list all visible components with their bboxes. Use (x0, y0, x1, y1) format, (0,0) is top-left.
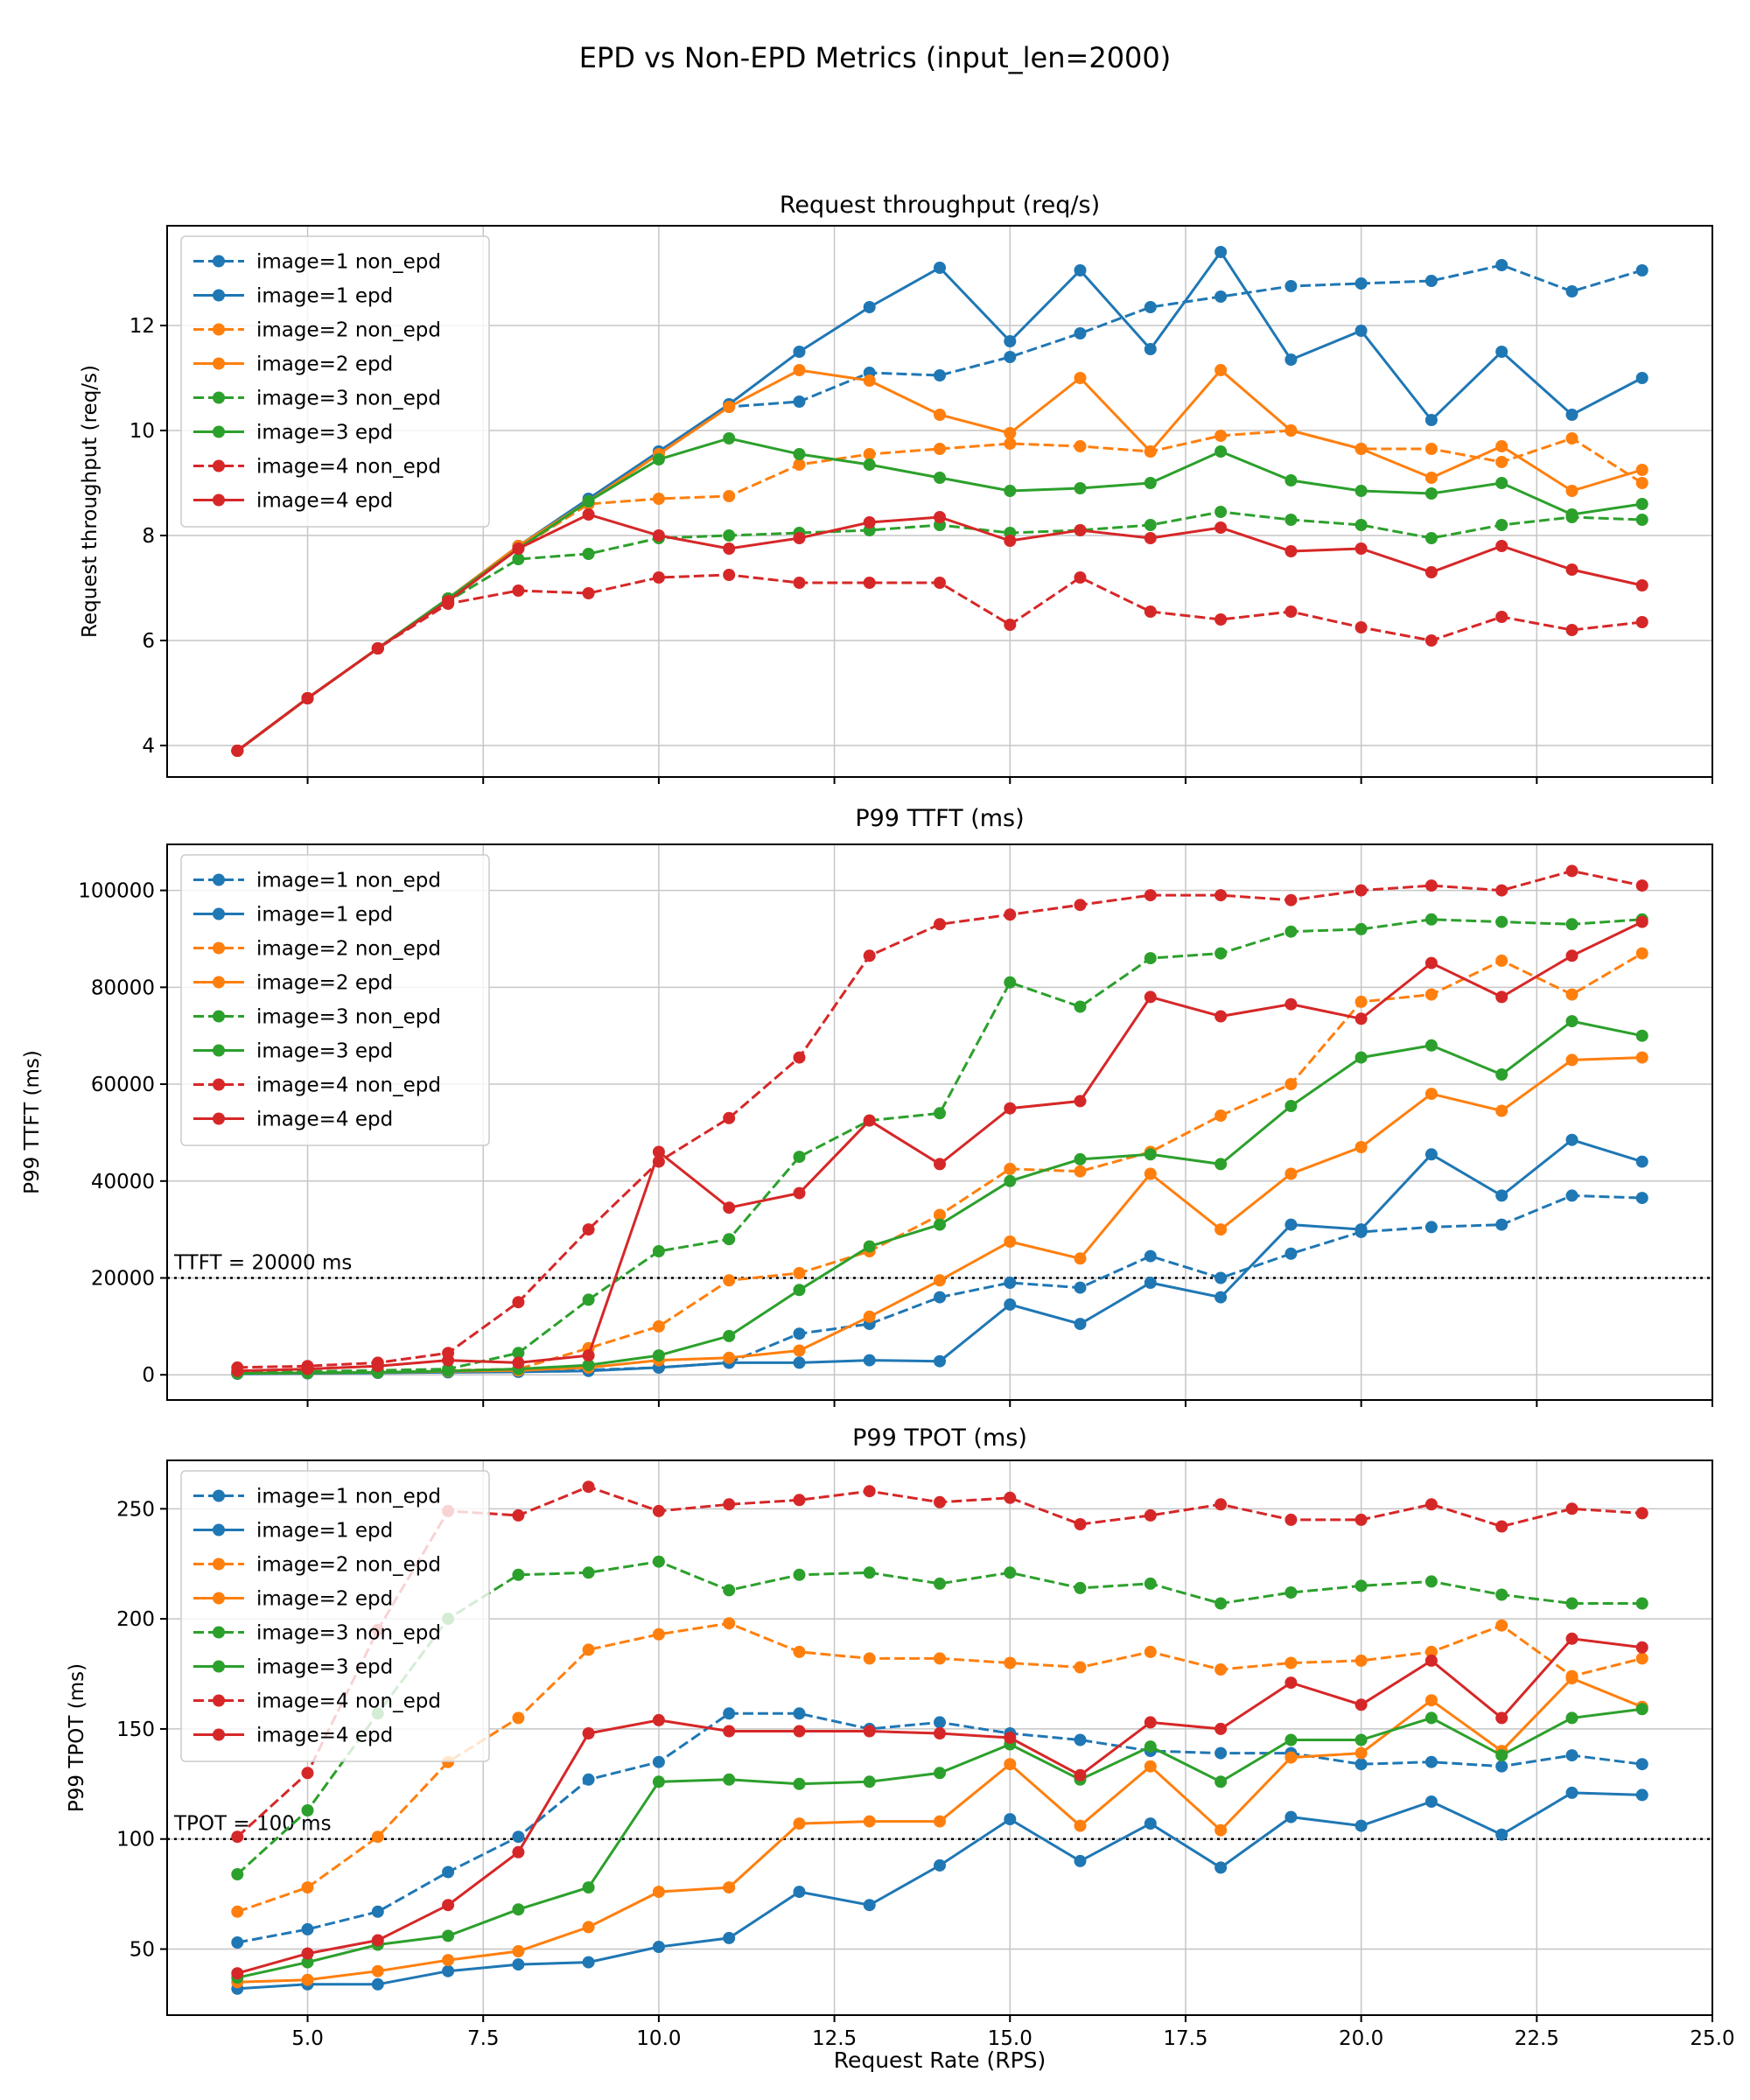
svg-text:image=3 non_epd: image=3 non_epd (256, 1622, 441, 1645)
svg-text:15.0: 15.0 (988, 2027, 1032, 2050)
series-image-4-epd (231, 508, 1648, 757)
svg-text:image=1 epd: image=1 epd (256, 285, 393, 308)
legend: image=1 non_epd image=1 epd image=2 non_ep… (180, 235, 490, 528)
plot-border (166, 225, 1713, 778)
svg-text:image=2 non_epd: image=2 non_epd (256, 938, 441, 961)
subplot-title: P99 TTFT (ms) (855, 805, 1024, 832)
legend: image=1 non_epd image=1 epd image=2 non_ep… (180, 1470, 490, 1762)
svg-text:7.5: 7.5 (467, 2027, 500, 2050)
plot-border (166, 844, 1713, 1401)
svg-text:5.0: 5.0 (291, 2027, 324, 2050)
svg-text:100000: 100000 (78, 880, 155, 903)
series-image-2-epd (231, 1672, 1648, 1989)
svg-text:0: 0 (142, 1364, 155, 1387)
svg-text:8: 8 (142, 525, 155, 548)
svg-text:image=1 non_epd: image=1 non_epd (256, 251, 441, 274)
svg-text:40000: 40000 (91, 1171, 155, 1194)
axis-ticks: 0 20000 40000 60000 80000 100000 (78, 880, 1713, 1407)
svg-text:100: 100 (116, 1829, 155, 1852)
threshold-label: TTFT = 20000 ms (173, 1251, 352, 1274)
svg-text:image=3 non_epd: image=3 non_epd (256, 1006, 441, 1029)
figure-title: EPD vs Non-EPD Metrics (input_len=2000) (578, 41, 1172, 74)
series-image-1-epd (231, 1133, 1648, 1381)
svg-text:image=2 epd: image=2 epd (256, 972, 393, 995)
series-image-3-non-epd (231, 506, 1648, 757)
svg-text:17.5: 17.5 (1163, 2027, 1208, 2050)
svg-text:image=1 non_epd: image=1 non_epd (256, 1486, 441, 1508)
svg-text:12.5: 12.5 (812, 2027, 857, 2050)
svg-text:60000: 60000 (91, 1074, 155, 1096)
svg-text:10: 10 (130, 420, 155, 443)
axis-ticks: 4 6 8 10 12 (130, 315, 1713, 784)
subplot-title: Request throughput (req/s) (780, 192, 1100, 219)
svg-text:image=4 epd: image=4 epd (256, 1725, 393, 1747)
series-image-4-epd (231, 915, 1648, 1377)
svg-text:20.0: 20.0 (1339, 2027, 1383, 2050)
series-image-4-non-epd (231, 1480, 1648, 1844)
svg-text:image=3 epd: image=3 epd (256, 1040, 393, 1063)
svg-text:6: 6 (142, 630, 155, 653)
svg-text:12: 12 (130, 315, 155, 338)
y-axis-label: Request throughput (req/s) (79, 365, 102, 638)
svg-text:25.0: 25.0 (1690, 2027, 1734, 2050)
svg-text:image=1 epd: image=1 epd (256, 904, 393, 927)
svg-text:20000: 20000 (91, 1267, 155, 1290)
legend: image=1 non_epd image=1 epd image=2 non_ep… (180, 854, 490, 1146)
series-image-3-epd (231, 1703, 1648, 1984)
svg-text:200: 200 (116, 1608, 155, 1631)
series-image-1-epd (231, 1786, 1648, 1995)
svg-text:image=4 epd: image=4 epd (256, 1109, 393, 1131)
svg-text:150: 150 (116, 1718, 155, 1741)
svg-text:image=2 epd: image=2 epd (256, 1588, 393, 1611)
svg-text:10.0: 10.0 (636, 2027, 681, 2050)
y-axis-label: P99 TTFT (ms) (21, 1050, 44, 1194)
svg-text:image=2 non_epd: image=2 non_epd (256, 319, 441, 342)
axis-ticks: 5.0 7.5 10.0 12.5 15.0 17.5 20.0 22.5 25.0 50 100 1… (116, 1498, 1735, 2050)
throughput-chart: 4 6 8 10 12 Request throughput (req/s) Request… (79, 192, 1713, 784)
series-image-4-non-epd (231, 864, 1648, 1374)
svg-text:image=3 epd: image=3 epd (256, 1656, 393, 1679)
svg-text:50: 50 (130, 1939, 155, 1962)
y-axis-label: P99 TPOT (ms) (66, 1663, 88, 1812)
svg-text:image=2 non_epd: image=2 non_epd (256, 1554, 441, 1577)
svg-text:image=2 epd: image=2 epd (256, 354, 393, 376)
svg-text:image=1 epd: image=1 epd (256, 1520, 393, 1543)
x-axis-label: Request Rate (RPS) (833, 2048, 1046, 2073)
svg-text:image=3 non_epd: image=3 non_epd (256, 388, 441, 410)
svg-text:image=4 non_epd: image=4 non_epd (256, 1074, 441, 1097)
svg-text:80000: 80000 (91, 976, 155, 999)
series-image-4-epd (231, 1632, 1648, 1980)
svg-text:250: 250 (116, 1498, 155, 1521)
svg-text:image=4 non_epd: image=4 non_epd (256, 456, 441, 479)
svg-text:image=4 non_epd: image=4 non_epd (256, 1690, 441, 1713)
plot-border (166, 1460, 1713, 2016)
ttft-chart: TTFT = 20000 ms 0 20000 40000 60000 80000 1000… (21, 805, 1713, 1407)
subplot-title: P99 TPOT (ms) (852, 1424, 1027, 1452)
svg-text:22.5: 22.5 (1515, 2027, 1559, 2050)
svg-text:4: 4 (142, 735, 155, 758)
svg-text:image=4 epd: image=4 epd (256, 490, 393, 513)
svg-text:image=1 non_epd: image=1 non_epd (256, 870, 441, 892)
svg-text:image=3 epd: image=3 epd (256, 422, 393, 444)
tpot-chart: TPOT = 100 ms5.0 7.5 10.0 12.5 15.0 17.5 20.0 2… (66, 1424, 1735, 2050)
